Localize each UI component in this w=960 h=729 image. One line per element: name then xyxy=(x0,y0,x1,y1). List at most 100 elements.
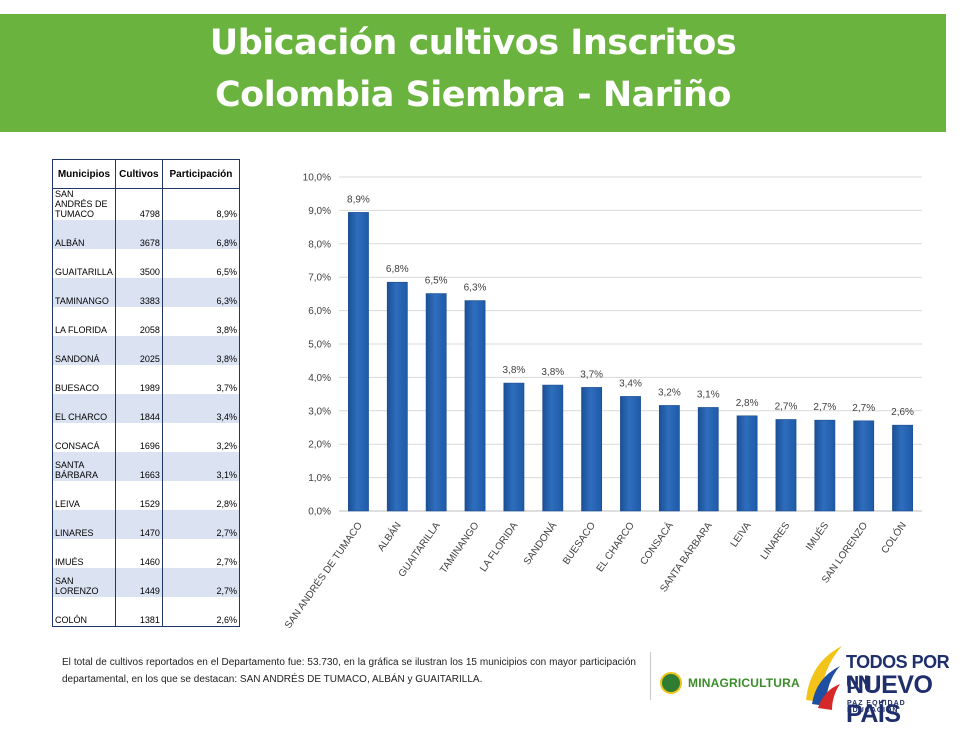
cell-cultivos: 3678 xyxy=(115,220,163,249)
x-tick-label: EL CHARCO xyxy=(595,520,637,574)
cell-municipio: SAN LORENZO xyxy=(52,568,116,597)
y-tick-label: 8,0% xyxy=(308,239,331,250)
data-label: 3,8% xyxy=(541,367,564,378)
data-label: 2,7% xyxy=(775,401,798,412)
chart-data-labels: 8,9% 6,8% 6,5% 6,3% 3,8% 3,8% 3,7% 3,4% 3,2% 3,1%… xyxy=(347,194,914,418)
bar xyxy=(736,415,758,512)
bar xyxy=(386,281,408,512)
y-tick-label: 1,0% xyxy=(308,473,331,484)
y-tick-label: 9,0% xyxy=(308,206,331,217)
cell-municipio: SANDONÁ xyxy=(52,336,116,365)
cell-cultivos: 4798 xyxy=(115,188,163,220)
data-label: 2,6% xyxy=(891,407,914,418)
page-title-line1: Ubicación cultivos Inscritos xyxy=(209,23,737,63)
bar xyxy=(348,212,369,512)
bar xyxy=(853,420,875,512)
table-row: TAMINANGO 3383 6,3% xyxy=(52,278,241,307)
table-row: LA FLORIDA 2058 3,8% xyxy=(52,307,241,336)
x-tick-label: GUAITARILLA xyxy=(397,520,443,579)
y-tick-label: 5,0% xyxy=(308,340,331,351)
table-row: IMUÉS 1460 2,7% xyxy=(52,539,241,568)
data-label: 3,4% xyxy=(619,378,642,389)
header-cultivos: Cultivos xyxy=(114,159,163,189)
table-row: LEIVA 1529 2,8% xyxy=(52,481,241,510)
slogan-line1: TODOS POR UN xyxy=(846,652,950,693)
chart-bars xyxy=(348,212,913,512)
cell-participacion: 2,7% xyxy=(162,539,241,568)
bar xyxy=(814,419,836,512)
bar xyxy=(503,382,525,512)
y-tick-label: 7,0% xyxy=(308,273,331,284)
table-body: SAN ANDRÉS DE TUMACO 4798 8,9% ALBÁN 3678 6,8… xyxy=(52,188,241,627)
cell-participacion: 3,4% xyxy=(162,394,241,423)
x-tick-label: TAMINANGO xyxy=(438,520,481,575)
cell-participacion: 2,8% xyxy=(162,481,241,510)
x-tick-label: COLÓN xyxy=(878,519,909,556)
x-tick-label: LA FLORIDA xyxy=(478,520,520,574)
cell-cultivos: 1449 xyxy=(115,568,163,597)
cell-municipio: ALBÁN xyxy=(52,220,116,249)
cell-cultivos: 2058 xyxy=(115,307,163,336)
data-label: 8,9% xyxy=(347,194,370,205)
x-tick-label: LINARES xyxy=(759,520,793,562)
bar xyxy=(697,407,719,512)
bar xyxy=(620,396,641,512)
footer-divider xyxy=(650,652,651,700)
cell-municipio: GUAITARILLA xyxy=(52,249,116,278)
x-tick-label: CONSACÁ xyxy=(637,519,676,567)
cell-participacion: 2,7% xyxy=(162,568,241,597)
cell-municipio: TAMINANGO xyxy=(52,278,116,307)
cell-municipio: BUESACO xyxy=(52,365,116,394)
x-tick-label: SANDONÁ xyxy=(520,519,559,567)
cell-participacion: 6,3% xyxy=(162,278,241,307)
table-row: COLÓN 1381 2,6% xyxy=(52,597,241,627)
cell-municipio: EL CHARCO xyxy=(52,394,116,423)
table-row: LINARES 1470 2,7% xyxy=(52,510,241,539)
table-row: SANTA BÁRBARA 1663 3,1% xyxy=(52,452,241,481)
summary-text: El total de cultivos reportados en el De… xyxy=(62,657,636,685)
data-label: 6,8% xyxy=(386,264,409,275)
cell-municipio: IMUÉS xyxy=(52,539,116,568)
table-row: BUESACO 1989 3,7% xyxy=(52,365,241,394)
swoosh-icon xyxy=(806,646,842,710)
cell-cultivos: 3500 xyxy=(115,249,163,278)
x-tick-label: IMUÉS xyxy=(802,519,831,553)
bar xyxy=(581,387,603,512)
table-row: SANDONÁ 2025 3,8% xyxy=(52,336,241,365)
cell-participacion: 3,1% xyxy=(162,452,241,481)
cell-cultivos: 1663 xyxy=(115,452,163,481)
bar xyxy=(658,405,680,512)
cell-cultivos: 1470 xyxy=(115,510,163,539)
table-row: SAN ANDRÉS DE TUMACO 4798 8,9% xyxy=(52,188,241,220)
data-label: 6,5% xyxy=(425,276,448,287)
table-row: EL CHARCO 1844 3,4% xyxy=(52,394,241,423)
cell-participacion: 6,5% xyxy=(162,249,241,278)
y-tick-label: 2,0% xyxy=(308,440,331,451)
cell-cultivos: 1460 xyxy=(115,539,163,568)
cell-municipio: SAN ANDRÉS DE TUMACO xyxy=(52,188,116,220)
bar xyxy=(892,424,913,512)
data-label: 2,7% xyxy=(813,402,836,413)
municipalities-table: Municipios Cultivos Participación SAN AN… xyxy=(52,159,241,627)
cell-municipio: COLÓN xyxy=(52,597,116,627)
table-row: CONSACÁ 1696 3,2% xyxy=(52,423,241,452)
chart-y-tick-labels: 0,0% 1,0% 2,0% 3,0% 4,0% 5,0% 6,0% 7,0% 8,0% 9,0%… xyxy=(303,173,331,518)
cell-cultivos: 1381 xyxy=(115,597,163,627)
cell-participacion: 3,8% xyxy=(162,336,241,365)
cell-municipio: SANTA BÁRBARA xyxy=(52,452,116,481)
data-label: 3,2% xyxy=(658,387,681,398)
header-participacion: Participación xyxy=(161,159,241,189)
cell-municipio: LINARES xyxy=(52,510,116,539)
data-label: 2,7% xyxy=(852,403,875,414)
todos-por-un-nuevo-pais-logo: TODOS POR UN NUEVO PAÍS PAZ EQUIDAD EDUC… xyxy=(800,640,960,728)
cell-participacion: 3,7% xyxy=(162,365,241,394)
cell-cultivos: 1529 xyxy=(115,481,163,510)
table-row: GUAITARILLA 3500 6,5% xyxy=(52,249,241,278)
table-row: SAN LORENZO 1449 2,7% xyxy=(52,568,241,597)
y-tick-label: 6,0% xyxy=(308,306,331,317)
x-tick-label: LEIVA xyxy=(729,520,754,549)
cell-participacion: 8,9% xyxy=(162,188,241,220)
bar xyxy=(464,300,486,512)
cell-participacion: 3,2% xyxy=(162,423,241,452)
